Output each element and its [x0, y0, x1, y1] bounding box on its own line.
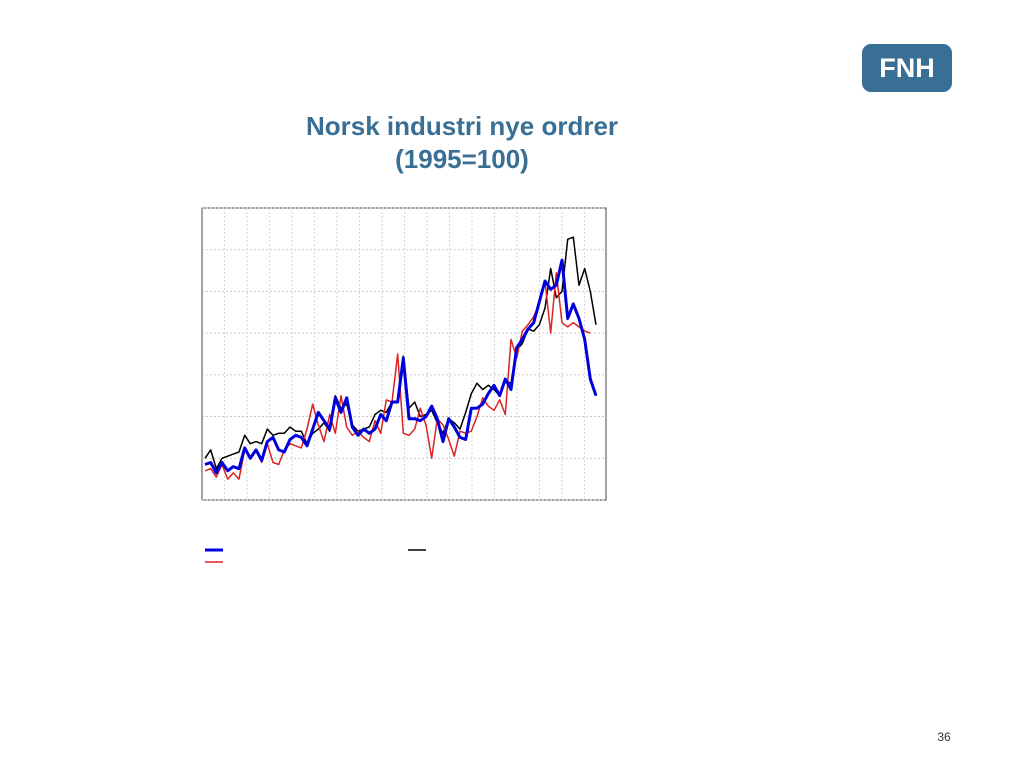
- logo: FNH: [879, 53, 935, 83]
- series-line: [204, 271, 591, 480]
- chart-subtitle: (1995=100): [395, 144, 529, 174]
- page-number: 36: [937, 730, 951, 744]
- series-line: [204, 236, 597, 470]
- chart-title: Norsk industri nye ordrer: [306, 111, 618, 141]
- logo-box: [862, 44, 952, 92]
- series-line: [204, 258, 598, 475]
